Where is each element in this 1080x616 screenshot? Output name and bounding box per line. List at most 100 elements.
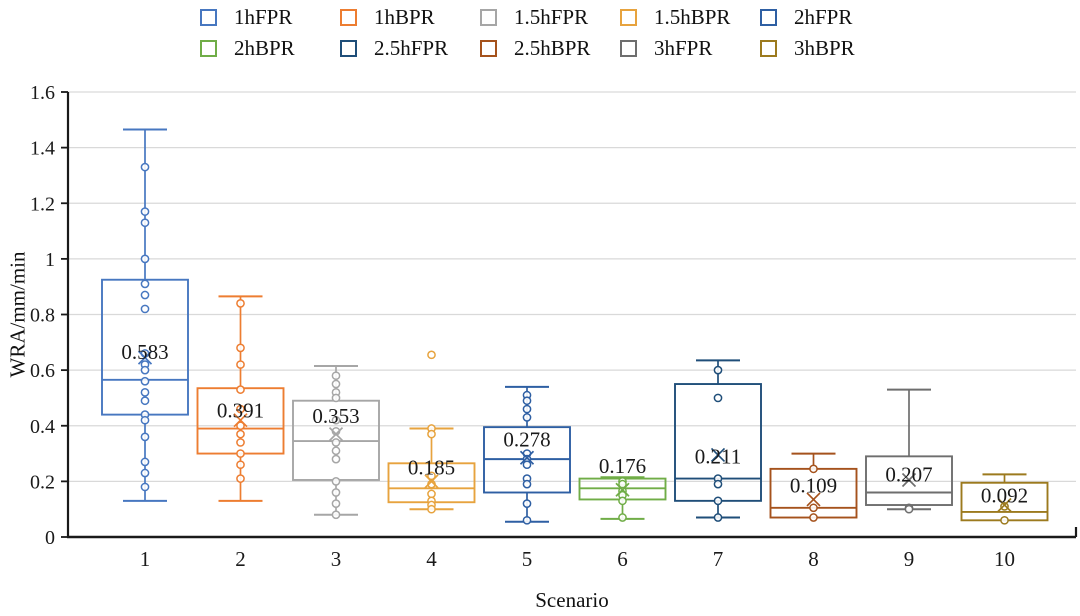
legend-label: 3hFPR (654, 36, 713, 60)
legend-item-3hfpr: 3hFPR (620, 38, 760, 59)
legend-label: 2.5hBPR (514, 36, 591, 60)
gridlines (68, 91, 1076, 482)
legend-swatch-1.5hfpr (480, 9, 497, 26)
data-label-scenario-2: 0.391 (217, 398, 264, 422)
data-label-scenario-9: 0.207 (885, 462, 932, 486)
x-tick-label: 6 (617, 547, 628, 571)
mean-marker (328, 426, 344, 442)
mean-marker (710, 447, 726, 463)
box-plot-scenario-2: 0.391 (196, 295, 285, 502)
data-point (140, 304, 150, 314)
data-label-scenario-4: 0.185 (408, 455, 455, 479)
data-label-scenario-6: 0.176 (599, 454, 646, 478)
data-point (331, 415, 341, 425)
data-point (809, 503, 818, 513)
data-point (236, 421, 245, 431)
data-label-scenario-5: 0.278 (503, 428, 550, 452)
data-point (236, 429, 245, 439)
x-tick-label: 7 (713, 547, 724, 571)
legend-swatch-2.5hbpr (480, 40, 497, 57)
y-tick-label: 0 (45, 527, 55, 549)
mean-marker (806, 492, 821, 507)
x-tick-label: 9 (904, 547, 915, 571)
data-point (236, 460, 245, 470)
y-tick-label: 1.2 (30, 193, 55, 215)
data-point (522, 479, 532, 489)
legend-label: 3hBPR (794, 36, 855, 60)
x-tick-label: 3 (331, 547, 342, 571)
y-tick-label: 0.6 (30, 360, 55, 382)
legend-item-2.5hbpr: 2.5hBPR (480, 38, 620, 59)
box-plot-scenario-4: 0.185 (387, 350, 476, 514)
box-plot-scenario-7: 0.211 (674, 359, 762, 522)
data-label-scenario-10: 0.092 (981, 483, 1028, 507)
legend-label: 1hBPR (374, 5, 435, 29)
data-point (140, 468, 150, 478)
data-point (236, 299, 245, 308)
box-plot-scenario-1: 0.583 (101, 128, 189, 502)
data-point (1000, 515, 1009, 525)
data-point (140, 218, 150, 228)
x-tick-label: 5 (522, 547, 533, 571)
data-point (236, 474, 245, 483)
data-point (140, 279, 150, 289)
data-point (522, 396, 532, 406)
data-point (331, 446, 341, 456)
data-point (331, 371, 341, 381)
data-point (522, 515, 532, 525)
data-point (713, 513, 723, 522)
legend-item-1hfpr: 1hFPR (200, 7, 340, 28)
data-point (140, 457, 150, 467)
data-point (140, 396, 150, 406)
legend-item-1.5hfpr: 1.5hFPR (480, 7, 620, 28)
data-point (331, 499, 341, 508)
data-point (236, 360, 245, 369)
axes (61, 91, 1078, 539)
box-plot-scenario-10: 0.092 (960, 473, 1049, 525)
data-point (809, 464, 818, 474)
legend-swatch-2hbpr (200, 40, 217, 57)
data-point (427, 489, 436, 499)
data-point (331, 488, 341, 497)
x-tick-label: 8 (808, 547, 819, 571)
data-point (140, 415, 150, 425)
chart-legend: 1hFPR 1hBPR 1.5hFPR 1.5hBPR 2hFPR 2hBPR 2.5hFP… (200, 2, 900, 64)
legend-label: 2hFPR (794, 5, 853, 29)
data-point (236, 385, 245, 394)
box-plot-scenario-6: 0.176 (578, 454, 667, 522)
box-plot-scenario-9: 0.207 (865, 388, 953, 514)
legend-label: 1hFPR (234, 5, 293, 29)
mean-marker (901, 472, 917, 488)
legend-item-2hbpr: 2hBPR (200, 38, 340, 59)
legend-item-1hbpr: 1hBPR (340, 7, 480, 28)
legend-item-2.5hfpr: 2.5hFPR (340, 38, 480, 59)
data-point (809, 513, 818, 522)
data-point (236, 449, 245, 458)
box-plot-scenario-5: 0.278 (483, 385, 571, 525)
data-point (140, 162, 150, 172)
legend-label: 1.5hFPR (514, 5, 589, 29)
y-tick-label: 0.2 (30, 471, 55, 493)
x-tick-label: 2 (235, 547, 246, 571)
data-point (140, 388, 150, 397)
data-point (427, 471, 436, 481)
mean-marker (615, 482, 630, 497)
data-point (618, 496, 627, 506)
x-tick-label: 4 (426, 547, 437, 571)
legend-label: 2hBPR (234, 36, 295, 60)
data-point (236, 404, 245, 414)
box-plot-scenario-3: 0.353 (292, 364, 380, 520)
y-tick-label: 1.6 (30, 82, 55, 104)
data-point (713, 479, 723, 489)
data-label-scenario-7: 0.211 (695, 444, 741, 468)
legend-swatch-1hbpr (340, 9, 357, 26)
legend-item-2hfpr: 2hFPR (760, 7, 900, 28)
data-point (522, 413, 532, 422)
y-tick-label: 0.8 (30, 305, 55, 327)
legend-swatch-1hfpr (200, 9, 217, 26)
data-point (236, 343, 245, 353)
data-point (331, 438, 341, 447)
mean-marker (424, 474, 439, 489)
